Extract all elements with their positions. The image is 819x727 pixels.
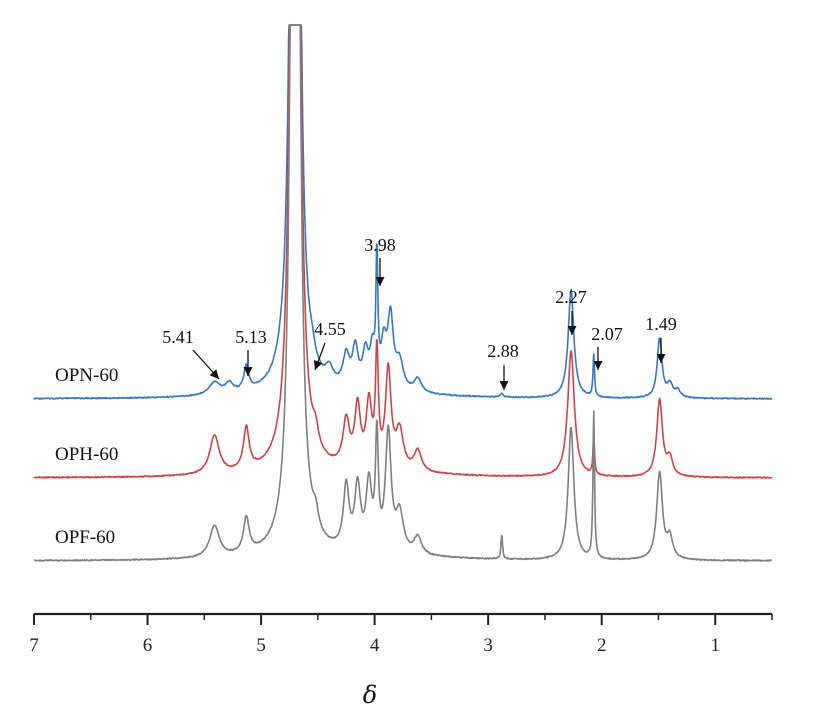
x-axis-label: δ — [363, 681, 377, 709]
peak-arrowhead-5-41 — [209, 369, 219, 379]
x-tick-label-1: 1 — [710, 635, 720, 656]
series-line-opf-60 — [33, 24, 773, 562]
peak-label-3-98: 3.98 — [364, 235, 396, 255]
peak-label-1-49: 1.49 — [645, 314, 677, 334]
x-tick-label-3: 3 — [483, 635, 493, 656]
series-label-oph-60: OPH-60 — [55, 444, 118, 465]
peak-arrowhead-2-07 — [593, 361, 603, 370]
series-labels: OPN-60 OPH-60 OPF-60 — [55, 365, 118, 548]
spectrum-traces — [33, 24, 773, 562]
peak-arrowhead-2-88 — [499, 381, 509, 390]
peak-label-2-27: 2.27 — [555, 287, 587, 307]
x-axis: 7 6 5 4 3 2 1 — [29, 612, 773, 656]
peak-annotations: 5.41 5.13 4.55 3.98 2.88 2.272.07 1.49 — [162, 235, 677, 390]
peak-label-5-41: 5.41 — [162, 327, 194, 347]
x-tick-label-5: 5 — [256, 635, 266, 656]
peak-arrowhead-4-55 — [313, 360, 323, 370]
x-axis-ticks: 7 6 5 4 3 2 1 — [29, 614, 773, 656]
x-tick-label-6: 6 — [143, 635, 153, 656]
peak-arrowhead-2-27 — [567, 326, 577, 335]
series-line-oph-60 — [33, 24, 773, 479]
peak-arrowhead-5-13 — [243, 367, 253, 376]
peak-arrowhead-1-49 — [656, 354, 666, 363]
series-label-opn-60: OPN-60 — [55, 365, 118, 386]
peak-label-2-07: 2.07 — [591, 324, 623, 344]
x-tick-label-7: 7 — [29, 635, 39, 656]
x-tick-label-2: 2 — [597, 635, 607, 656]
series-line-opn-60 — [33, 24, 773, 400]
peak-label-5-13: 5.13 — [235, 327, 267, 347]
x-tick-label-4: 4 — [370, 635, 380, 656]
series-label-opf-60: OPF-60 — [55, 527, 115, 548]
peak-label-4-55: 4.55 — [314, 319, 346, 339]
peak-arrowhead-3-98 — [375, 277, 385, 286]
peak-label-2-88: 2.88 — [487, 341, 519, 361]
